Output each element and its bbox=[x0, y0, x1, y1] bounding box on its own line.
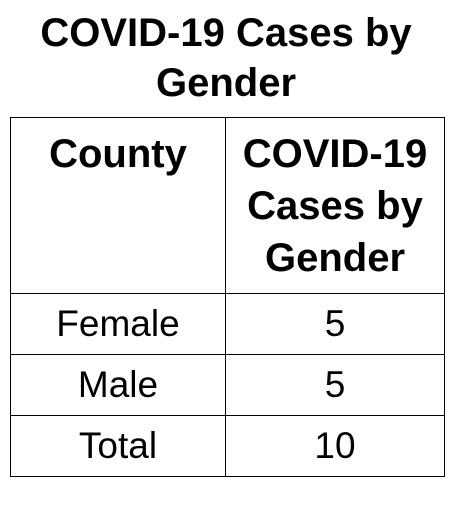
row-label-total: Total bbox=[10, 415, 226, 477]
table-row: Male 5 bbox=[10, 354, 445, 416]
table-header-row: County COVID-19 Cases by Gender bbox=[10, 117, 445, 294]
row-label-male: Male bbox=[10, 354, 226, 416]
row-value-male: 5 bbox=[225, 354, 445, 416]
column-header-cases: COVID-19 Cases by Gender bbox=[225, 117, 445, 294]
column-header-county: County bbox=[10, 117, 226, 294]
table-row: Female 5 bbox=[10, 293, 445, 355]
table-row: Total 10 bbox=[10, 415, 445, 477]
cases-table: County COVID-19 Cases by Gender Female 5… bbox=[10, 117, 445, 477]
row-label-female: Female bbox=[10, 293, 226, 355]
row-value-female: 5 bbox=[225, 293, 445, 355]
page-title: COVID-19 Cases by Gender bbox=[40, 11, 412, 105]
row-value-total: 10 bbox=[225, 415, 445, 477]
